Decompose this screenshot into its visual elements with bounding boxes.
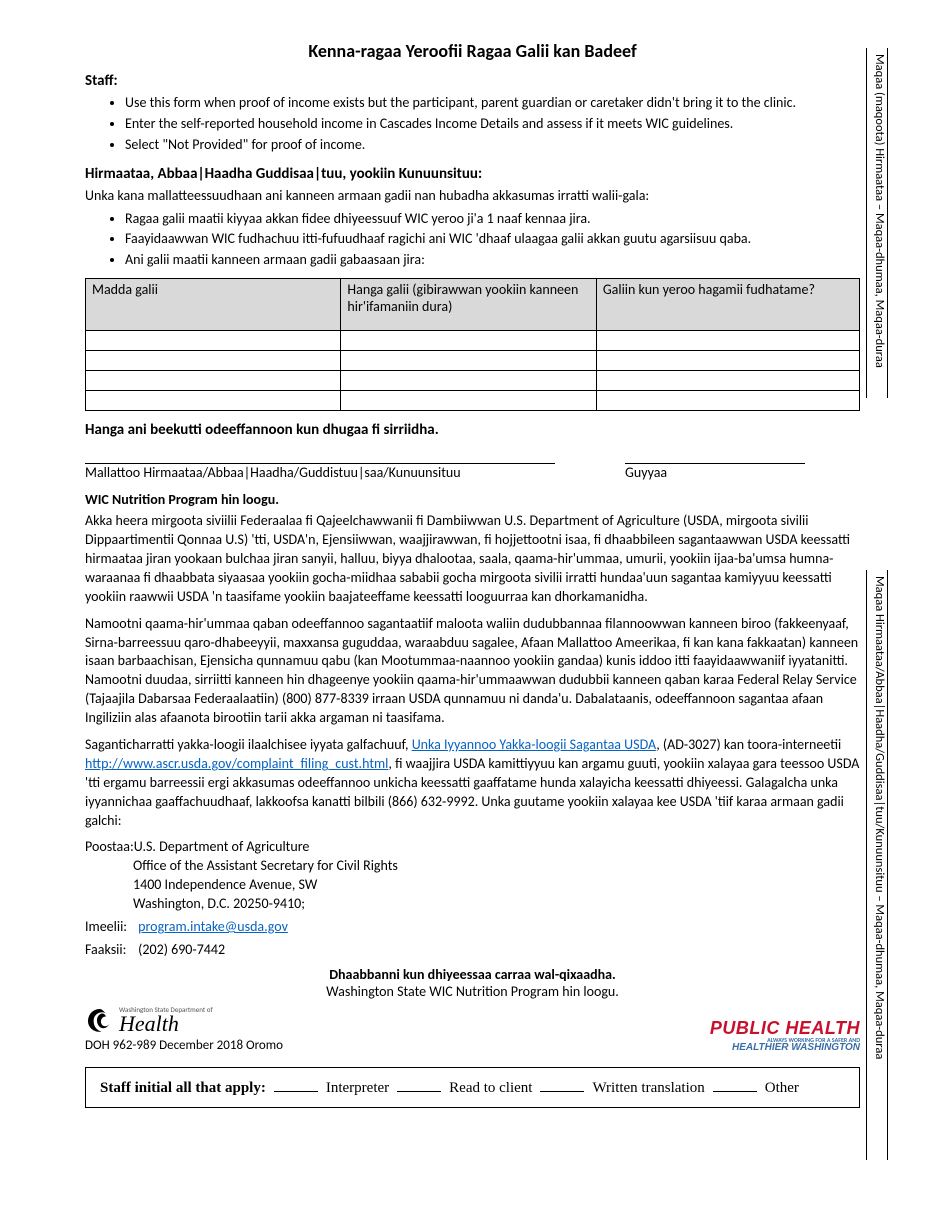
email-link[interactable]: program.intake@usda.gov [138,918,288,935]
staff-heading: Staff: [85,72,860,90]
equal-opportunity-statement: Dhaabbanni kun dhiyeessaa carraa wal-qix… [85,966,860,983]
address-line: Office of the Assistant Secretary for Ci… [85,857,860,876]
fax-number: (202) 690-7442 [138,941,225,958]
table-cell[interactable] [341,351,596,371]
address-line: 1400 Independence Avenue, SW [85,876,860,895]
nondiscrimination-p1: Akka heera mirgoota siviilii Federaalaa … [85,512,860,606]
usda-complaint-url-link[interactable]: http://www.ascr.usda.gov/complaint_filin… [85,755,388,772]
list-item: Use this form when proof of income exist… [125,94,860,113]
address-line: Washington, D.C. 20250-9410; [85,895,860,914]
list-item: Ani galii maatii kanneen armaan gadii ga… [125,251,860,270]
table-cell[interactable] [596,391,859,411]
public-health-logo: PUBLIC HEALTH ALWAYS WORKING FOR A SAFER… [710,1019,860,1053]
health-swirl-icon [85,1006,115,1036]
initial-blank[interactable] [540,1078,584,1092]
participant-heading: Hirmaataa, Abbaa|Haadha Guddisaa|tuu, yo… [85,165,860,183]
ph-logo-top: PUBLIC HEALTH [710,1019,860,1037]
text: Saganticharratti yakka-loogii ilaalchise… [85,736,412,753]
text: , (AD-3027) kan toora-interneetii [656,736,841,753]
nondiscrimination-p2: Namootni qaama-hir'ummaa qaban odeeffann… [85,615,860,728]
option-interpreter: Interpreter [326,1080,389,1097]
staff-bullets: Use this form when proof of income exist… [85,94,860,155]
fax-label: Faaksii: [85,941,135,960]
document-id: DOH 962-989 December 2018 Oromo [85,1038,283,1053]
initial-blank[interactable] [713,1078,757,1092]
option-read-to-client: Read to client [449,1080,532,1097]
participant-bullets: Ragaa galii maatii kiyyaa akkan fidee dh… [85,210,860,271]
email-label: Imeelii: [85,918,135,937]
list-item: Faayidaawwan WIC fudhachuu itti-fufuudha… [125,230,860,249]
wic-statement: Washington State WIC Nutrition Program h… [85,983,860,1000]
table-header: Madda galii [86,279,341,331]
option-written-translation: Written translation [592,1080,704,1097]
staff-initial-box: Staff initial all that apply: Interprete… [85,1067,860,1108]
health-logo-text: Health [119,1013,213,1035]
footer-row: Washington State Department of Health DO… [85,1006,860,1053]
table-header: Hanga galii (gibirawwan yookiin kanneen … [341,279,596,331]
income-table: Madda galii Hanga galii (gibirawwan yook… [85,278,860,411]
table-cell[interactable] [341,371,596,391]
page-title: Kenna-ragaa Yeroofii Ragaa Galii kan Bad… [85,40,860,62]
list-item: Select "Not Provided" for proof of incom… [125,136,860,155]
participant-intro: Unka kana mallatteessuudhaan ani kanneen… [85,187,860,206]
document-page: Kenna-ragaa Yeroofii Ragaa Galii kan Bad… [0,0,950,1128]
initial-blank[interactable] [274,1078,318,1092]
list-item: Enter the self-reported household income… [125,115,860,134]
table-cell[interactable] [86,371,341,391]
table-cell[interactable] [596,371,859,391]
date-label: Guyyaa [625,464,805,481]
list-item: Ragaa galii maatii kiyyaa akkan fidee dh… [125,210,860,229]
post-label: Poostaa: [85,838,134,855]
fax-block: Faaksii: (202) 690-7442 [85,941,860,960]
table-cell[interactable] [86,391,341,411]
table-cell[interactable] [341,391,596,411]
nondiscrimination-heading: WIC Nutrition Program hin loogu. [85,491,860,508]
table-header: Galiin kun yeroo hagamii fudhatame? [596,279,859,331]
table-cell[interactable] [596,351,859,371]
attestation: Hanga ani beekutti odeeffannoon kun dhug… [85,421,860,439]
address-line: U.S. Department of Agriculture [134,838,310,855]
usda-complaint-form-link[interactable]: Unka Iyyannoo Yakka-loogii Sagantaa USDA [412,736,657,753]
email-block: Imeelii: program.intake@usda.gov [85,918,860,937]
table-cell[interactable] [86,351,341,371]
staff-initial-label: Staff initial all that apply: [100,1080,266,1097]
ph-logo-bot: HEALTHIER WASHINGTON [710,1043,860,1053]
initial-blank[interactable] [397,1078,441,1092]
health-logo: Washington State Department of Health [85,1006,283,1036]
signature-row: Mallattoo Hirmaataa/Abbaa|Haadha/Guddist… [85,463,860,481]
option-other: Other [765,1080,799,1097]
table-cell[interactable] [86,331,341,351]
table-cell[interactable] [341,331,596,351]
table-cell[interactable] [596,331,859,351]
signature-label: Mallattoo Hirmaataa/Abbaa|Haadha/Guddist… [85,464,555,481]
address-block: Poostaa:U.S. Department of Agriculture O… [85,838,860,914]
nondiscrimination-p3: Saganticharratti yakka-loogii ilaalchise… [85,736,860,830]
